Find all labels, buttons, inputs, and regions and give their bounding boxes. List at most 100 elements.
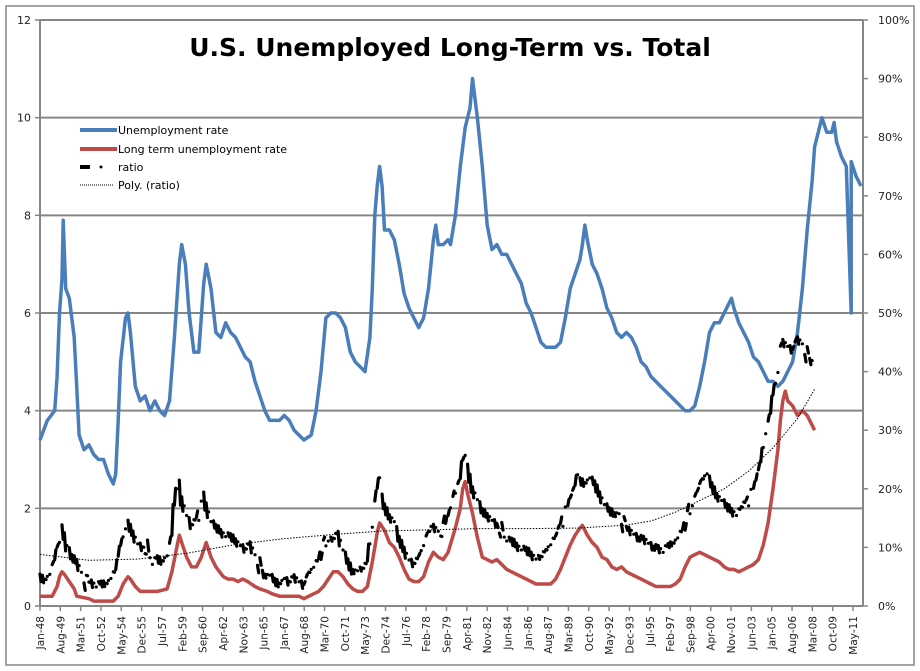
x-tick-label: Nov-63	[238, 616, 250, 653]
ratio-dash	[695, 486, 701, 493]
ratio-dot	[312, 565, 316, 569]
ratio-dot	[48, 572, 52, 577]
legend-label-poly: Poly. (ratio)	[118, 179, 180, 192]
ratio-dash	[53, 548, 58, 562]
ratio-dot	[644, 537, 648, 542]
ratio-dot	[182, 504, 186, 508]
ratio-dash	[710, 481, 715, 496]
ratio-dot	[720, 498, 724, 503]
ratio-dash	[715, 491, 720, 503]
series-line-long-term-unemployment-rate	[40, 389, 817, 603]
ratio-dash	[38, 572, 43, 584]
ratio-dash	[654, 542, 659, 551]
ratio-dash	[275, 577, 280, 589]
ratio-dash	[172, 486, 178, 507]
ratio-dash	[50, 560, 56, 567]
ratio-dash	[118, 537, 124, 548]
ratio-dot	[197, 518, 201, 523]
ratio-dash	[466, 462, 471, 484]
ratio-dot	[341, 548, 345, 552]
ratio-dash	[116, 544, 122, 558]
ratio-dot	[175, 487, 179, 491]
ratio-dash	[651, 544, 657, 552]
ratio-dash	[202, 490, 207, 512]
ratio-dot	[502, 535, 506, 539]
ratio-dash	[539, 554, 544, 559]
ratio-dash	[451, 489, 456, 498]
ratio-dot	[473, 491, 477, 495]
ratio-dash	[351, 568, 356, 576]
ratio-dash	[568, 493, 574, 500]
ratio-dot	[251, 546, 255, 550]
ratio-dot	[253, 553, 257, 557]
ratio-dot	[92, 581, 96, 585]
ratio-dash	[233, 537, 239, 548]
y-right-tick-label: 40%	[878, 366, 902, 379]
ratio-dot	[207, 510, 211, 514]
ratio-dot	[534, 557, 538, 561]
ratio-dash	[790, 344, 796, 351]
ratio-dash	[778, 341, 784, 348]
y-right-tick-label: 70%	[878, 190, 902, 203]
ratio-dot	[448, 506, 453, 510]
ratio-dash	[55, 542, 60, 549]
ratio-dot	[617, 512, 621, 516]
ratio-dot	[280, 578, 284, 583]
ratio-dash	[417, 551, 422, 558]
ratio-dot	[309, 567, 313, 572]
ratio-dash	[104, 581, 109, 586]
ratio-dot	[94, 585, 98, 589]
ratio-dash	[766, 413, 771, 423]
ratio-dot	[747, 504, 751, 508]
ratio-dash	[189, 522, 195, 527]
ratio-dash	[258, 556, 263, 567]
ratio-dot	[422, 544, 426, 548]
ratio-dot	[798, 338, 802, 342]
ratio-dash	[314, 558, 319, 563]
ratio-dot	[165, 554, 169, 558]
ratio-dot	[505, 539, 509, 543]
ratio-dot	[109, 576, 113, 581]
ratio-dash	[754, 472, 759, 482]
ratio-dash	[380, 492, 385, 511]
ratio-dash	[204, 501, 209, 520]
x-tick-label: Jan-86	[523, 616, 535, 651]
ratio-dash	[216, 524, 222, 535]
ratio-dash	[737, 507, 742, 511]
ratio-dash	[468, 472, 473, 494]
ratio-dash	[273, 576, 278, 588]
y-left-tick-label: 0	[24, 600, 31, 613]
ratio-dash	[771, 383, 776, 397]
ratio-dash	[793, 337, 798, 344]
ratio-dash	[397, 534, 402, 549]
ratio-dot	[602, 503, 607, 507]
ratio-dash	[522, 544, 527, 552]
ratio-dot	[734, 513, 739, 518]
ratio-dot	[490, 518, 494, 523]
ratio-dot	[690, 504, 695, 508]
ratio-dash	[99, 579, 104, 589]
ratio-dash	[248, 540, 253, 555]
ratio-dot	[705, 472, 709, 476]
ratio-dash	[145, 538, 151, 553]
ratio-dash	[624, 524, 630, 533]
x-tick-label: Nov-82	[482, 616, 494, 653]
ratio-dash	[387, 512, 393, 524]
ratio-dash	[756, 461, 762, 472]
ratio-dash	[40, 573, 46, 585]
ratio-dash	[544, 547, 549, 552]
ratio-dash	[60, 523, 65, 542]
ratio-dash	[583, 481, 588, 485]
ratio-dash	[346, 557, 351, 572]
ratio-dash	[480, 506, 486, 518]
ratio-dash	[329, 535, 334, 543]
ratio-dash	[414, 556, 420, 561]
ratio-dash	[365, 542, 371, 563]
ratio-dash	[649, 540, 654, 552]
chart-frame	[5, 5, 915, 666]
ratio-dash	[192, 517, 197, 522]
ratio-dash	[336, 529, 341, 548]
y-right-tick-label: 10%	[878, 541, 902, 554]
x-tick-label: Feb-97	[665, 616, 677, 652]
ratio-dash	[595, 483, 600, 498]
